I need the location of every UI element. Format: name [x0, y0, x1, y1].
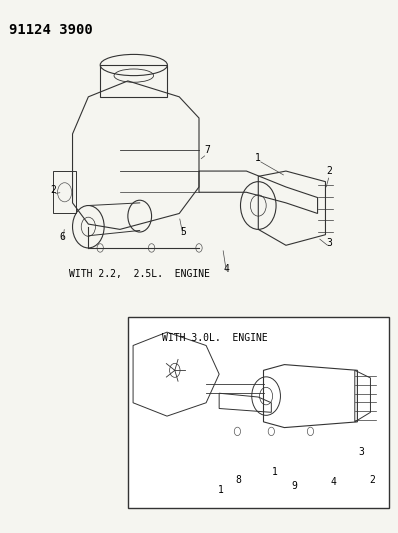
Text: 7: 7	[204, 145, 210, 155]
Text: 1: 1	[272, 467, 278, 478]
Text: 1: 1	[218, 484, 223, 495]
Text: 1: 1	[256, 153, 261, 163]
Text: WITH 3.0L.  ENGINE: WITH 3.0L. ENGINE	[162, 333, 268, 343]
Text: WITH 2.2,  2.5L.  ENGINE: WITH 2.2, 2.5L. ENGINE	[69, 270, 210, 279]
Text: 3: 3	[326, 238, 332, 248]
Text: 9: 9	[292, 481, 298, 491]
Text: 6: 6	[60, 232, 66, 243]
Text: 4: 4	[224, 264, 230, 274]
Text: 5: 5	[180, 227, 186, 237]
Text: 4: 4	[331, 477, 337, 487]
Text: 3: 3	[358, 447, 364, 457]
Bar	[128, 317, 389, 508]
Text: 2: 2	[326, 166, 332, 176]
Text: 91124 3900: 91124 3900	[9, 22, 93, 37]
Text: 2: 2	[50, 184, 56, 195]
Text: 8: 8	[236, 475, 242, 485]
Text: 2: 2	[369, 475, 375, 485]
